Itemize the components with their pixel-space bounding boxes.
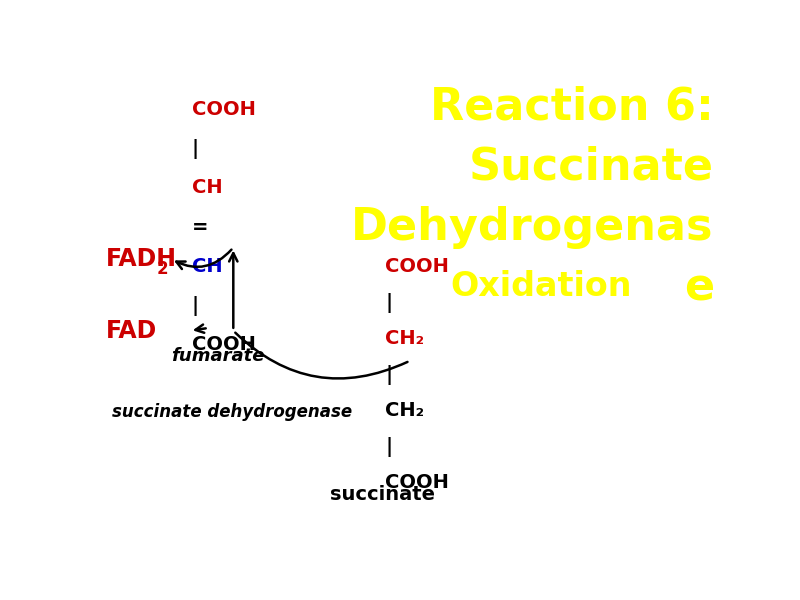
Text: Dehydrogenas: Dehydrogenas (351, 206, 714, 249)
Text: FADH: FADH (106, 247, 178, 271)
Text: |: | (386, 293, 392, 313)
Text: FAD: FAD (106, 319, 158, 343)
Text: COOH: COOH (386, 473, 449, 492)
Text: |: | (386, 437, 392, 457)
Text: COOH: COOH (386, 257, 449, 276)
Text: |: | (192, 296, 199, 316)
Text: fumarate: fumarate (171, 347, 265, 365)
Text: COOH: COOH (192, 100, 256, 119)
Text: CH: CH (192, 178, 222, 197)
Text: CH₂: CH₂ (386, 329, 424, 348)
Text: 2: 2 (157, 260, 169, 278)
Text: e: e (684, 266, 714, 309)
Text: |: | (192, 139, 199, 159)
Text: =: = (192, 218, 208, 236)
Text: CH: CH (192, 257, 222, 276)
Text: COOH: COOH (192, 335, 256, 355)
Text: succinate: succinate (330, 485, 434, 504)
Text: |: | (386, 365, 392, 385)
Text: CH₂: CH₂ (386, 401, 424, 420)
Text: succinate dehydrogenase: succinate dehydrogenase (112, 403, 353, 421)
Text: Succinate: Succinate (469, 146, 714, 189)
Text: Reaction 6:: Reaction 6: (430, 86, 714, 129)
Text: Oxidation: Oxidation (450, 271, 632, 304)
